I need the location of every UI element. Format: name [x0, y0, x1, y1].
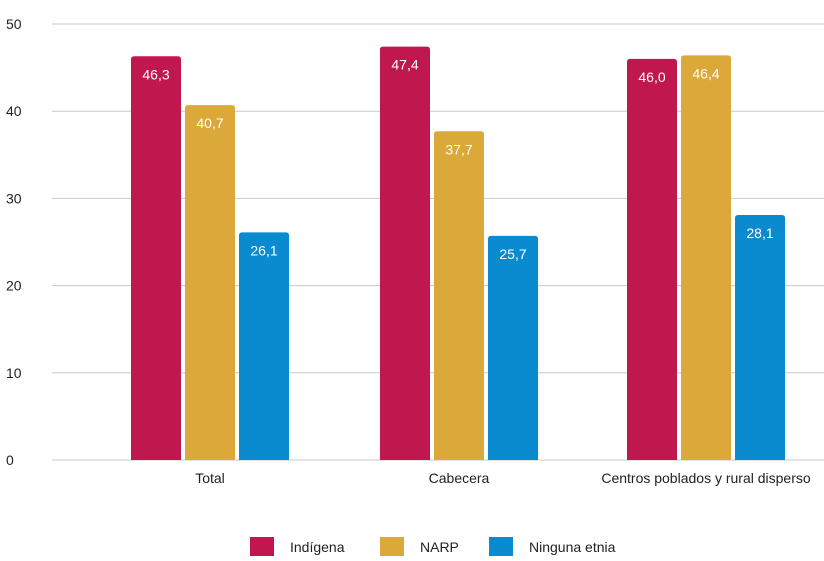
y-tick-label: 40 — [6, 103, 22, 119]
legend-item-indígena: Indígena — [250, 537, 345, 556]
data-label: 46,0 — [638, 69, 665, 85]
x-tick-label: Total — [195, 470, 225, 486]
bar-ninguna-etnia-0 — [239, 232, 289, 460]
x-tick-label: Centros poblados y rural disperso — [601, 470, 811, 486]
legend-label: Ninguna etnia — [529, 539, 616, 555]
y-axis-ticks: 0 10 20 30 40 50 — [6, 16, 22, 468]
legend-swatch — [380, 537, 404, 556]
y-tick-label: 30 — [6, 190, 22, 206]
data-label: 46,4 — [692, 65, 719, 81]
legend-swatch — [489, 537, 513, 556]
legend-item-ninguna-etnia: Ninguna etnia — [489, 537, 616, 556]
data-label: 47,4 — [391, 57, 418, 73]
bar-narp-1 — [434, 131, 484, 461]
bar-indígena-2 — [627, 58, 677, 460]
bar-narp-2 — [681, 55, 731, 460]
data-labels: 46,3 40,7 26,1 47,4 37,7 25,7 46,0 46,4 28,1 — [142, 57, 773, 262]
y-tick-label: 0 — [6, 452, 14, 468]
data-label: 37,7 — [445, 141, 472, 157]
y-tick-label: 10 — [6, 365, 22, 381]
bars — [131, 46, 785, 461]
x-tick-label: Cabecera — [429, 470, 490, 486]
legend: Indígena NARP Ninguna etnia — [250, 537, 616, 556]
bar-indígena-0 — [131, 56, 181, 460]
data-label: 25,7 — [499, 246, 526, 262]
bar-ninguna-etnia-1 — [488, 235, 538, 460]
legend-label: NARP — [420, 539, 459, 555]
bar-ninguna-etnia-2 — [735, 214, 785, 460]
data-label: 40,7 — [196, 115, 223, 131]
legend-label: Indígena — [290, 539, 345, 555]
data-label: 28,1 — [746, 225, 773, 241]
bar-indígena-1 — [380, 46, 430, 461]
legend-item-narp: NARP — [380, 537, 459, 556]
bar-narp-0 — [185, 105, 235, 460]
data-label: 46,3 — [142, 66, 169, 82]
legend-swatch — [250, 537, 274, 556]
y-tick-label: 20 — [6, 278, 22, 294]
y-tick-label: 50 — [6, 16, 22, 32]
data-label: 26,1 — [250, 242, 277, 258]
x-axis-ticks: Total Cabecera Centros poblados y rural di… — [195, 470, 811, 486]
